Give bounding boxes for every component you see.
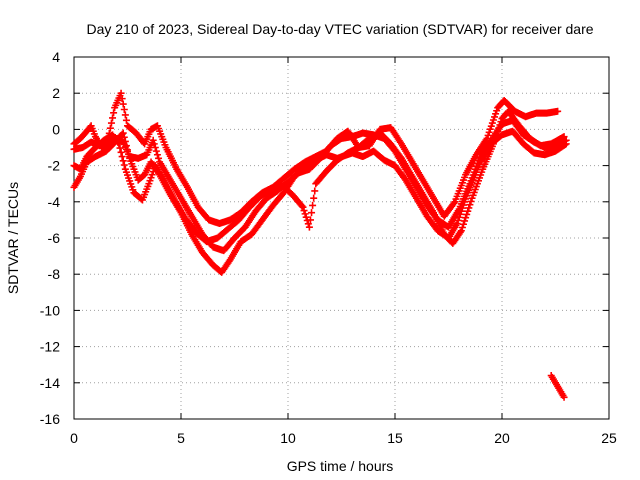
data-point [492,134,500,142]
y-tick-label: 4 [52,49,60,65]
y-tick-label: -10 [40,302,60,318]
data-point [466,201,474,209]
y-tick-label: -12 [40,339,60,355]
data-point [304,220,312,228]
data-point [497,118,505,126]
data-point [120,105,128,113]
data-point [462,214,470,222]
data-point [150,140,158,148]
data-point [494,127,502,135]
data-point [103,135,111,143]
y-tick-label: -14 [40,375,60,391]
y-tick-label: -6 [48,230,61,246]
data-point [114,138,122,146]
x-tick-label: 20 [494,430,510,446]
data-point [554,107,562,115]
data-point [121,111,129,119]
data-point [151,144,159,151]
x-tick-label: 0 [70,430,78,446]
y-tick-label: 0 [52,121,60,137]
data-point [152,147,160,155]
data-point [306,216,314,224]
y-tick-label: -4 [48,194,61,210]
data-point [489,140,497,148]
data-point [458,224,466,232]
data-point [464,207,472,215]
data-point [120,133,128,141]
data-point [118,95,126,103]
data-points [70,89,570,401]
data-point [457,227,465,235]
data-point [311,187,319,195]
data-point [309,201,317,209]
data-point [308,209,316,217]
y-tick-label: -8 [48,266,61,282]
data-point [467,197,475,205]
data-point [310,194,318,202]
y-tick-label: -16 [40,411,60,427]
x-axis-label: GPS time / hours [287,458,394,474]
data-point [122,116,130,124]
data-point [116,144,124,152]
data-point [496,121,504,129]
data-point [461,217,469,225]
data-point [104,134,112,142]
data-point [155,154,163,162]
data-point [560,393,568,401]
data-point [110,109,118,117]
axes: 0 5 10 15 20 25 -16 -14 -12 -10 -8 -6 -4 -2 0 2 4 [40,49,617,446]
y-axis-label: SDTVAR / TECUs [5,182,21,294]
series-track-d [70,89,562,228]
data-point [495,124,503,132]
data-point [117,148,125,156]
x-tick-label: 10 [280,430,296,446]
data-point [450,199,458,207]
data-point [118,153,126,161]
data-point [106,124,114,132]
y-tick-label: 2 [52,85,60,101]
data-point [109,114,117,122]
series-outlier [547,372,568,401]
data-point [119,157,127,165]
data-point [465,204,473,212]
data-point [115,140,123,148]
data-point [491,137,499,145]
data-point [300,207,308,215]
data-point [153,151,161,159]
data-point [459,220,467,228]
data-point [463,210,471,218]
data-point [299,203,307,211]
x-tick-label: 25 [601,430,617,446]
y-tick-label: -2 [48,158,61,174]
chart-title: Day 210 of 2023, Sidereal Day-to-day VTE… [86,21,593,37]
data-point [119,129,127,137]
x-tick-label: 5 [177,430,185,446]
data-point [302,213,310,221]
grid-lines [74,57,609,419]
data-point [560,133,568,141]
data-point [107,119,115,127]
data-point [105,129,113,137]
data-point [149,136,157,144]
data-point [298,202,306,210]
data-point [305,223,313,231]
data-point [119,100,127,108]
x-tick-label: 15 [387,430,403,446]
data-point [301,210,309,218]
data-point [493,130,501,138]
data-point [120,161,128,169]
data-point [117,89,125,97]
